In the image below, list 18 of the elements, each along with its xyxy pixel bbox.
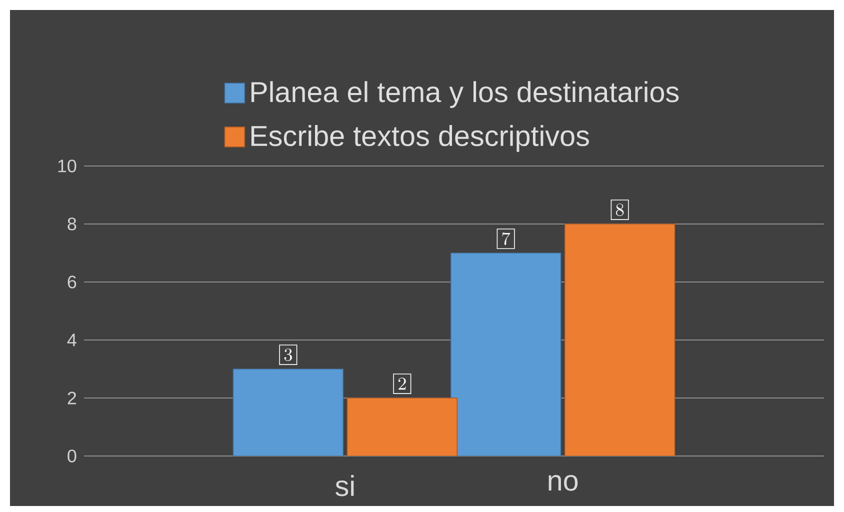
bar [450,252,562,456]
y-tick-label: 0 [68,450,76,462]
x-tick-label: no [548,475,578,491]
data-label: 7 [502,232,510,245]
bar [346,398,458,456]
y-tick-label: 2 [68,392,76,404]
y-tick-label: 10 [58,160,76,172]
y-tick-label: 8 [68,218,76,230]
bar [232,368,344,456]
bar [564,224,676,456]
x-tick-label: si [336,475,354,496]
data-label: 8 [616,204,624,216]
y-tick-label: 6 [68,276,76,288]
data-label: 3 [284,348,292,361]
legend-label: Planea el tema y los destinatarios [251,81,679,108]
legend-label: Escribe textos descriptivos [251,125,589,152]
y-tick-label: 4 [67,334,76,346]
data-label: 2 [398,378,406,390]
